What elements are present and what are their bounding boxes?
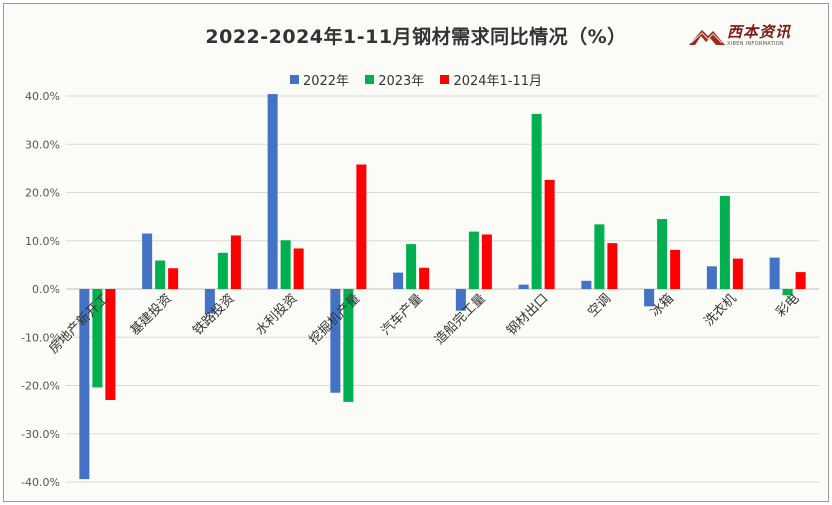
- bar: [594, 224, 605, 289]
- chart-legend: 2022年 2023年 2024年1-11月: [4, 70, 828, 89]
- bar: [544, 179, 555, 289]
- category-label: 钢材出口: [504, 291, 551, 338]
- legend-item-2022: 2022年: [289, 70, 350, 89]
- brand-name: 西本资讯: [727, 23, 792, 41]
- y-tick-label: -10.0%: [21, 331, 60, 344]
- mountain-logo-icon: [689, 30, 725, 45]
- bar: [217, 252, 228, 289]
- bar: [267, 94, 278, 289]
- bar: [419, 267, 430, 289]
- legend-label-2023: 2023年: [378, 74, 425, 89]
- y-tick-label: -20.0%: [21, 380, 60, 393]
- bar: [343, 289, 354, 402]
- bar: [531, 113, 542, 289]
- bar: [518, 284, 529, 289]
- y-tick-label: 40.0%: [25, 90, 60, 103]
- brand-subtitle: XIBEN INFORMATION: [727, 41, 784, 47]
- bar: [670, 249, 681, 289]
- category-label: 汽车产量: [378, 291, 426, 339]
- chart-frame: 2022-2024年1-11月钢材需求同比情况（%） 西本资讯 XIBEN IN…: [3, 3, 829, 502]
- bar: [155, 260, 166, 289]
- bar: [92, 289, 103, 388]
- bar: [455, 289, 466, 311]
- legend-item-2024: 2024年1-11月: [440, 70, 542, 89]
- bar: [481, 234, 492, 289]
- chart-title: 2022-2024年1-11月钢材需求同比情况（%）: [205, 26, 627, 48]
- bar: [607, 243, 618, 289]
- bar: [468, 231, 479, 289]
- category-label: 空调: [585, 291, 614, 320]
- bar: [795, 272, 806, 289]
- legend-label-2022: 2022年: [302, 74, 350, 89]
- bar: [293, 248, 304, 289]
- y-tick-label: -40.0%: [21, 476, 60, 489]
- legend-item-2023: 2023年: [365, 70, 424, 89]
- y-tick-label: 10.0%: [25, 235, 60, 248]
- category-label: 洗衣机: [701, 291, 740, 330]
- bar: [280, 240, 291, 289]
- legend-swatch-2024: [440, 75, 450, 84]
- bar: [732, 258, 743, 289]
- bar: [168, 268, 179, 289]
- legend-swatch-2023: [365, 75, 375, 84]
- bar: [706, 266, 717, 289]
- brand-logo: 西本资讯 XIBEN INFORMATION: [689, 20, 799, 52]
- bar: [230, 235, 241, 289]
- y-tick-label: -30.0%: [21, 428, 60, 441]
- y-tick-label: 0.0%: [32, 283, 60, 296]
- bar: [657, 219, 668, 289]
- bar: [105, 289, 116, 400]
- category-label: 水利投资: [252, 291, 300, 339]
- bar: [393, 272, 404, 289]
- bar: [356, 164, 367, 289]
- y-tick-label: 20.0%: [25, 187, 60, 200]
- bar: [406, 244, 417, 289]
- y-tick-label: 30.0%: [25, 138, 60, 151]
- bar: [330, 289, 341, 393]
- bar: [769, 257, 780, 289]
- category-label: 基建投资: [127, 291, 175, 339]
- category-label: 彩电: [773, 291, 802, 320]
- bar: [142, 233, 153, 289]
- bar: [79, 289, 90, 480]
- bar: [581, 280, 592, 289]
- bar-chart: -40.0% -30.0% -20.0% -10.0% 0.0% 10.0% 20.0% 30…: [21, 90, 819, 489]
- bar: [204, 289, 215, 314]
- bar: [644, 289, 655, 307]
- legend-label-2024: 2024年1-11月: [453, 74, 543, 89]
- legend-swatch-2022: [289, 75, 299, 84]
- bar: [719, 195, 730, 289]
- bar: [782, 289, 793, 296]
